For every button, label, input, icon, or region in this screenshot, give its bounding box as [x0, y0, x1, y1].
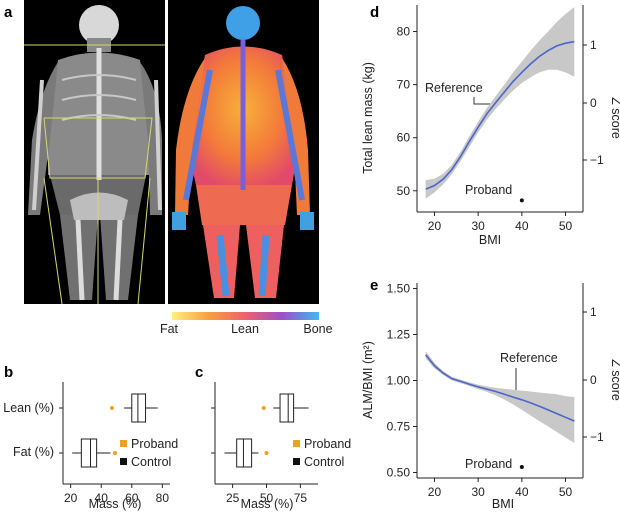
panel-c-fat-proband-point — [264, 451, 269, 455]
panel-c-lean-proband-point — [261, 406, 266, 410]
panel-e-ytick-label: 1.25 — [387, 328, 411, 342]
composition-colorbar — [172, 312, 319, 320]
panel-e-ztick-label: 0 — [590, 373, 597, 387]
panel-d-proband-point — [519, 198, 524, 203]
panel-c-legend-proband-swatch — [293, 440, 300, 447]
panel-c-legend-control-swatch — [293, 458, 300, 465]
panel-e-ylabel: ALM/BMI (m²) — [361, 341, 375, 419]
panel-e-zscore-label: Z score — [609, 359, 620, 401]
panel-b-label: b — [4, 364, 13, 381]
colorbar-fat-label: Fat — [160, 322, 179, 336]
panel-d-ztick-label: 0 — [590, 96, 597, 110]
panel-b-xtick-label: 60 — [125, 491, 139, 505]
panel-e-ytick-label: 0.50 — [387, 465, 411, 479]
panel-c-label: c — [195, 364, 203, 381]
panel-d-xtick-label: 40 — [515, 219, 529, 233]
panel-d-xtick-label: 30 — [471, 219, 485, 233]
panel-c-fat-box — [236, 438, 253, 468]
dxa-xray-image — [24, 0, 165, 305]
colorbar-lean-label: Lean — [231, 322, 259, 336]
panel-e-label: e — [370, 277, 378, 294]
colorbar-bone-label: Bone — [303, 322, 332, 336]
panel-b-xtick-label: 40 — [95, 491, 109, 505]
panel-b-lean-proband-point — [109, 406, 114, 410]
panel-a-label: a — [4, 4, 13, 21]
panel-d-ztick-label: 1 — [590, 38, 597, 52]
panel-d-reference-curve — [425, 40, 575, 190]
panel-b-legend-control: Control — [131, 455, 171, 469]
panel-e-ztick-label: −1 — [590, 430, 604, 444]
panel-c-xtick-label: 75 — [294, 491, 308, 505]
panel-b-xtick-label: 20 — [64, 491, 78, 505]
panel-e-ytick-label: 0.75 — [387, 419, 411, 433]
panel-d-confidence-band — [425, 7, 575, 199]
chart-marks-layer: 20 40 60 80 25 50 75 20 30 40 50 50 60 70 80 1 0 −1 20 30 40… — [59, 5, 604, 505]
panel-c-legend-proband: Proband — [304, 437, 351, 451]
panel-d-ylabel: Total lean mass (kg) — [361, 62, 375, 174]
panel-e-proband-annotation: Proband — [465, 457, 512, 471]
panel-d-xtick-label: 20 — [428, 219, 442, 233]
lean-percent-label: Lean (%) — [3, 401, 54, 415]
panel-c-legend-control: Control — [304, 455, 344, 469]
panel-e-ztick-label: 1 — [590, 305, 597, 319]
fat-percent-label: Fat (%) — [13, 445, 54, 459]
dxa-composition-image — [168, 0, 319, 304]
panel-c-xtick-label: 25 — [226, 491, 240, 505]
panel-e-ytick-label: 1.00 — [387, 374, 411, 388]
panel-d-reference-annotation: Reference — [425, 81, 483, 95]
panel-e-xtick-label: 40 — [515, 485, 529, 499]
panel-d-zscore-label: Z score — [609, 97, 620, 139]
panel-b-legend-proband: Proband — [131, 437, 178, 451]
panel-e-reference-curve — [425, 354, 575, 422]
panel-e-proband-point — [519, 464, 524, 469]
panel-e-xtick-label: 20 — [428, 485, 442, 499]
panel-d-ztick-label: −1 — [590, 153, 604, 167]
panel-b-xtick-label: 80 — [156, 491, 170, 505]
panel-d-ytick-label: 80 — [397, 25, 411, 39]
panel-d-ytick-label: 50 — [397, 184, 411, 198]
panel-d-proband-annotation: Proband — [465, 183, 512, 197]
panel-b-fat-proband-point — [112, 451, 117, 455]
panel-d-ytick-label: 60 — [397, 131, 411, 145]
panel-e-confidence-band — [425, 351, 575, 443]
panel-b-xlabel: Mass (%) — [89, 497, 142, 511]
panel-b-lean-box — [131, 393, 147, 423]
panel-d-xtick-label: 50 — [559, 219, 573, 233]
panel-b-fat-box — [80, 438, 98, 468]
panel-c-xlabel: Mass (%) — [241, 497, 294, 511]
panel-e-xtick-label: 50 — [559, 485, 573, 499]
panel-d-ytick-label: 70 — [397, 78, 411, 92]
panel-c-lean-box — [279, 393, 295, 423]
panel-e-xtick-label: 30 — [471, 485, 485, 499]
panel-c-xtick-label: 50 — [260, 491, 274, 505]
panel-e-reference-annotation: Reference — [500, 351, 558, 365]
panel-d-label: d — [370, 4, 379, 21]
panel-b-legend-proband-swatch — [120, 440, 127, 447]
panel-e-xlabel: BMI — [492, 497, 514, 511]
panel-b-legend-control-swatch — [120, 458, 127, 465]
panel-e-ytick-label: 1.50 — [387, 282, 411, 296]
panel-d-xlabel: BMI — [479, 233, 501, 247]
